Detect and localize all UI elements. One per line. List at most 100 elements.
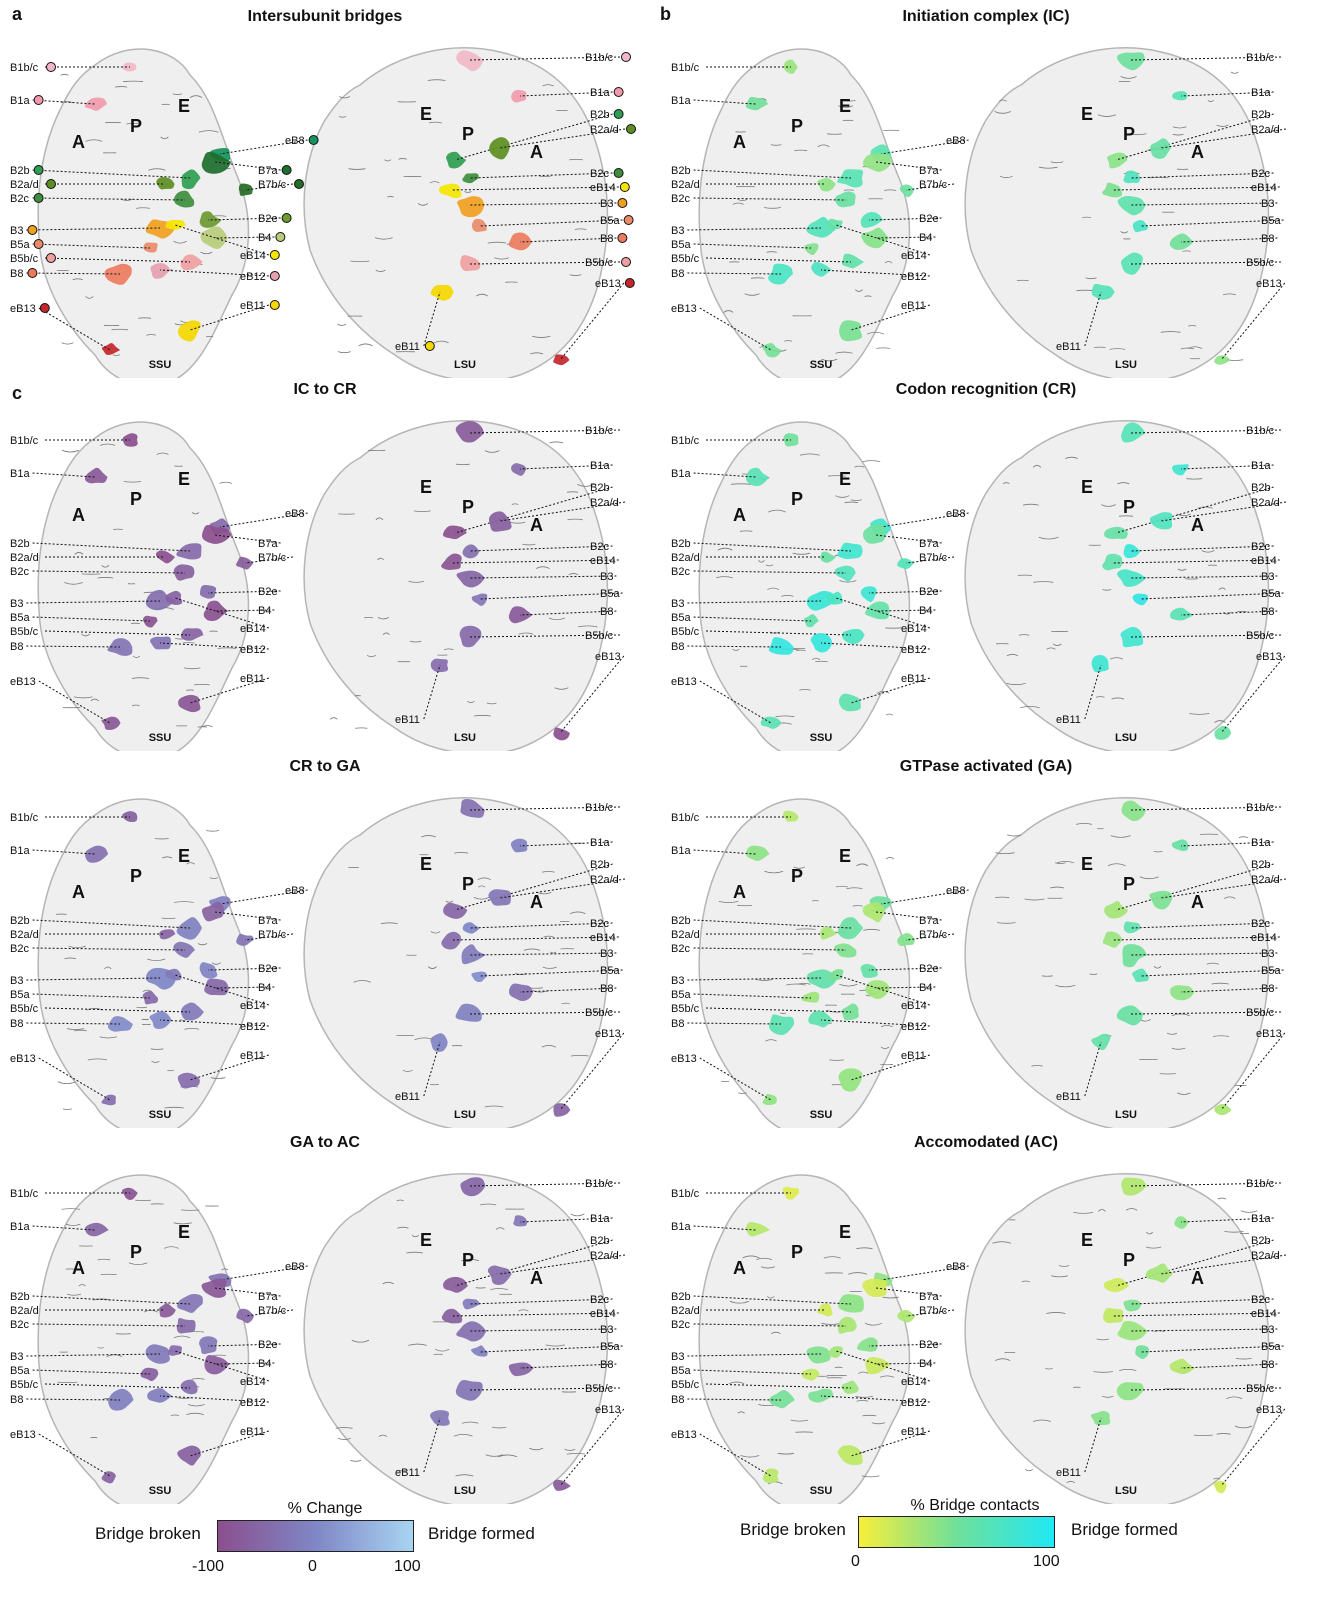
- bridge-marker: [33, 95, 44, 105]
- bridge-label: B7a: [258, 915, 278, 927]
- bridge-density: [487, 1265, 512, 1285]
- leader-line: [868, 967, 942, 971]
- bridge-density: [456, 570, 486, 588]
- density-contour: [81, 633, 91, 637]
- bridge-label: B5a: [671, 989, 691, 1001]
- leader-line: [559, 655, 625, 734]
- bridge-density: [762, 1468, 779, 1484]
- leader-line: [693, 570, 847, 574]
- bridge-density: [817, 1303, 833, 1317]
- bridge-density: [745, 467, 769, 487]
- density-contour: [409, 640, 422, 643]
- bridge-density: [101, 1471, 116, 1484]
- bridge-label: B2a/d: [1251, 124, 1280, 136]
- bridge-label: B2b: [671, 538, 691, 550]
- bridge-density: [508, 983, 534, 1002]
- density-contour: [862, 460, 881, 462]
- panel-title: GTPase activated (GA): [899, 758, 1073, 775]
- bridge-label: B2e: [258, 1339, 278, 1351]
- density-contour: [1110, 835, 1131, 838]
- panel-title: CR to GA: [289, 758, 361, 775]
- bridge-label: B1b/c: [585, 52, 614, 64]
- bridge-density: [1149, 890, 1173, 910]
- density-contour: [1146, 1231, 1154, 1235]
- leader-line: [219, 889, 308, 905]
- bridge-label: B3: [671, 1351, 684, 1363]
- bridge-label: B2c: [1251, 168, 1270, 180]
- bridge-density: [1116, 1005, 1144, 1026]
- density-contour: [123, 481, 141, 483]
- density-contour: [478, 885, 486, 888]
- bridge-density: [439, 183, 462, 199]
- density-contour: [1119, 515, 1134, 517]
- bridge-marker: [46, 253, 56, 263]
- bridge-label: B2b: [590, 482, 610, 494]
- bridge-density: [826, 218, 843, 230]
- leader-line: [423, 291, 441, 347]
- density-contour: [1125, 1208, 1138, 1211]
- density-contour: [186, 1412, 204, 1415]
- leader-line: [880, 889, 969, 905]
- density-contour: [578, 625, 598, 628]
- density-contour: [382, 632, 390, 635]
- density-contour: [142, 989, 153, 993]
- bridge-density: [865, 601, 890, 620]
- density-contour: [570, 1054, 589, 1057]
- site-label-lsu: A: [530, 515, 543, 535]
- density-contour: [856, 1247, 873, 1250]
- leader-line: [835, 1350, 930, 1382]
- density-contour: [1109, 348, 1126, 350]
- density-contour: [997, 922, 1016, 924]
- bridge-marker: [275, 232, 286, 242]
- lsu-label: LSU: [454, 1109, 476, 1121]
- leader-line: [519, 1217, 613, 1223]
- bridge-label: B2e: [258, 213, 278, 225]
- density-contour: [568, 573, 579, 576]
- density-contour: [1171, 1047, 1186, 1050]
- density-contour: [1172, 133, 1184, 136]
- bridge-label: B8: [600, 233, 613, 245]
- bridge-label: B2b: [671, 1291, 691, 1303]
- bridge-label: B2b: [671, 165, 691, 177]
- leader-line: [519, 464, 613, 470]
- bridge-marker: [39, 303, 50, 313]
- colorbar-title: % Change: [287, 1500, 363, 1517]
- bridge-density: [462, 173, 479, 184]
- colorbar-tick: 100: [1033, 1553, 1060, 1570]
- leader-line: [469, 429, 621, 434]
- bridge-density: [201, 151, 232, 174]
- density-contour: [408, 1343, 427, 1346]
- lsu-outline: [303, 420, 609, 751]
- bridge-label: eB13: [595, 1028, 621, 1040]
- bridge-label: B1b/c: [10, 812, 39, 824]
- density-contour: [531, 335, 551, 338]
- bridge-density: [1149, 512, 1173, 530]
- density-contour: [66, 1293, 82, 1296]
- site-label-ssu: P: [791, 116, 803, 136]
- leader-line: [1084, 1417, 1102, 1473]
- bridge-label: B5a: [600, 215, 620, 227]
- leader-line: [1180, 841, 1274, 847]
- bridge-label: B3: [600, 571, 613, 583]
- density-contour: [1046, 647, 1056, 650]
- ssu-outline: [37, 1174, 250, 1504]
- leader-line: [1220, 282, 1286, 361]
- density-contour: [61, 449, 80, 453]
- density-contour: [221, 1268, 229, 1271]
- density-contour: [174, 901, 194, 903]
- leader-line: [1130, 575, 1278, 579]
- bridge-label: B1b/c: [671, 812, 700, 824]
- site-label-lsu: A: [530, 142, 543, 162]
- bridge-label: B2b: [1251, 859, 1271, 871]
- site-label-lsu: E: [1081, 104, 1093, 124]
- bridge-marker: [617, 233, 628, 243]
- density-contour: [417, 203, 429, 206]
- bridge-density: [1117, 52, 1145, 71]
- lsu-outline: [964, 797, 1270, 1128]
- lsu-label: LSU: [1115, 732, 1137, 744]
- bridge-label: B2c: [671, 193, 690, 205]
- density-contour: [97, 577, 114, 579]
- density-contour: [1006, 683, 1026, 686]
- bridge-label: B5b/c: [10, 1003, 39, 1015]
- density-contour: [880, 1046, 890, 1049]
